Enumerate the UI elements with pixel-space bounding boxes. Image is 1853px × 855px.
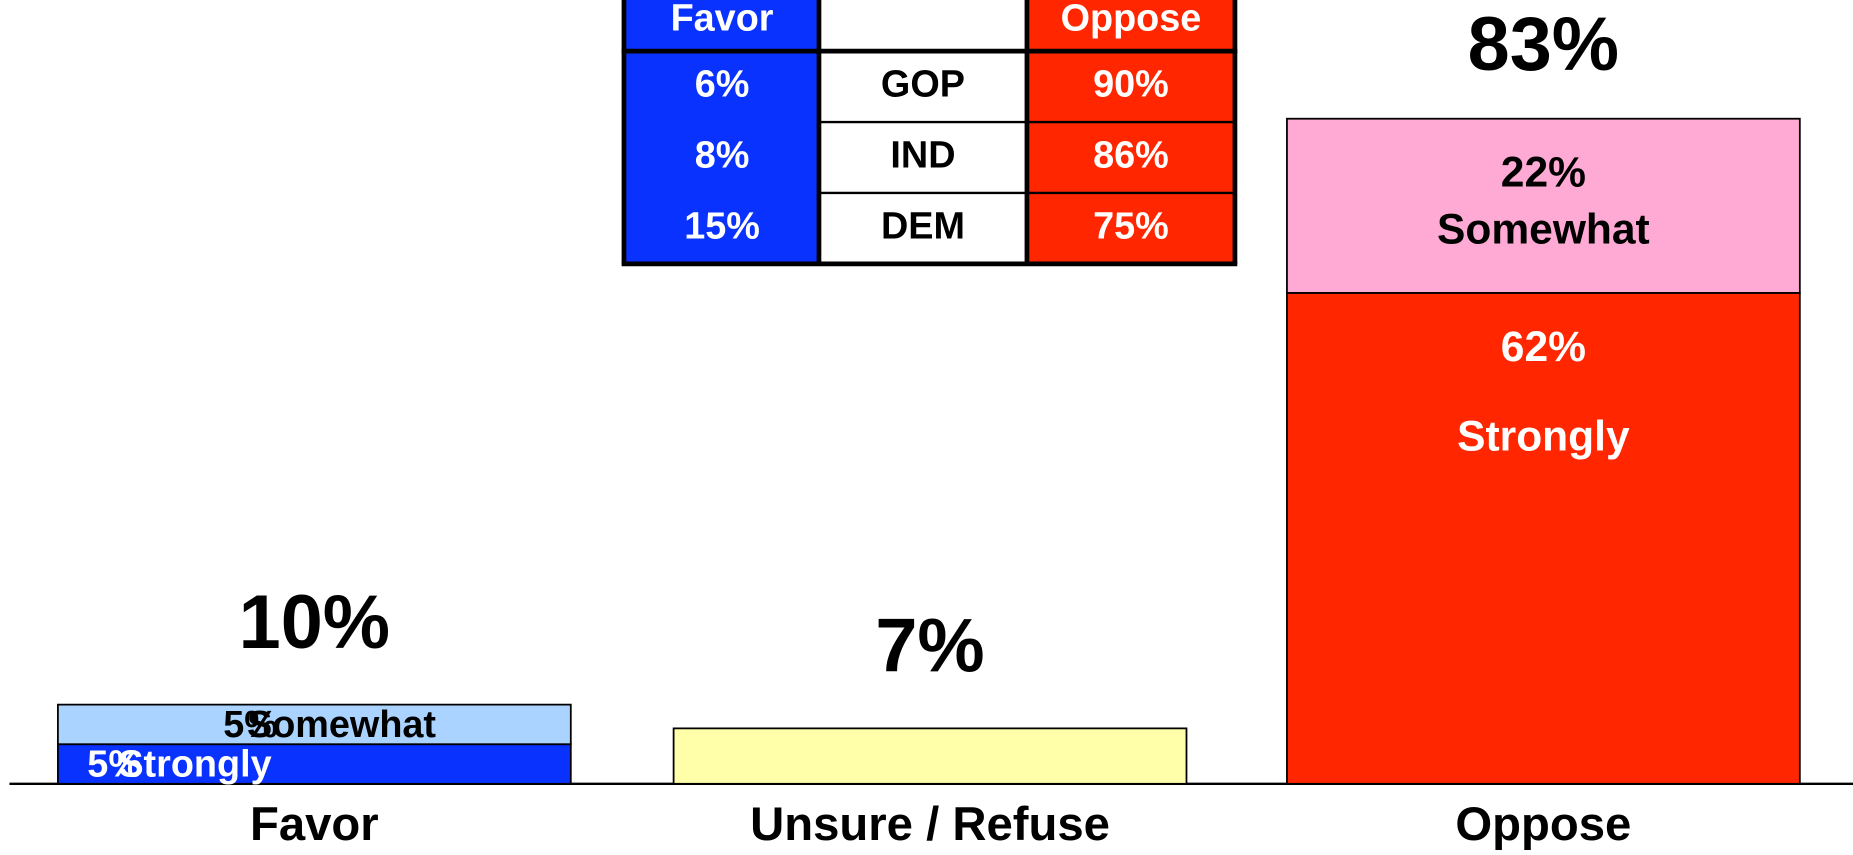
table-cell: 90% (1093, 64, 1169, 106)
segment-name-label: Somewhat (1437, 205, 1650, 253)
bar-segment (57, 703, 572, 746)
table-header: Favor (671, 0, 774, 39)
bar-segment (57, 743, 572, 785)
x-tick-label: Favor (250, 798, 379, 851)
table-cell: IND (890, 134, 955, 176)
segment-name-label: Strongly (118, 743, 271, 785)
segment-value-label: 5% (223, 704, 278, 746)
bar-segment (672, 727, 1188, 785)
bar-segment (1286, 292, 1801, 785)
table-cell: GOP (881, 64, 965, 106)
segment-value-label: 62% (1501, 323, 1586, 371)
party-column (818, 0, 1027, 264)
table-header: Oppose (1061, 0, 1202, 39)
table-grid (621, 0, 1238, 267)
total-label: 10% (239, 581, 390, 665)
segment-value-label: 22% (1501, 149, 1586, 197)
total-label: 7% (875, 605, 984, 689)
total-label: 83% (1468, 3, 1619, 87)
favor-column (623, 0, 819, 264)
bar-segment (1286, 117, 1801, 294)
table-cell: 6% (695, 64, 750, 106)
oppose-column (1026, 0, 1235, 264)
party-table: Favor Oppose (621, 0, 1238, 267)
table-cell: 86% (1093, 134, 1169, 176)
table-cell: 75% (1093, 205, 1169, 247)
segment-name-label: Strongly (1457, 413, 1630, 461)
segment-value-label: 5% (87, 743, 142, 785)
table-cell: 8% (695, 134, 750, 176)
x-tick-label: Unsure / Refuse (750, 798, 1110, 851)
table-cell: DEM (881, 205, 965, 247)
x-tick-label: Oppose (1455, 798, 1631, 851)
table-cell: 15% (684, 205, 760, 247)
segment-name-label: Somewhat (247, 704, 436, 746)
